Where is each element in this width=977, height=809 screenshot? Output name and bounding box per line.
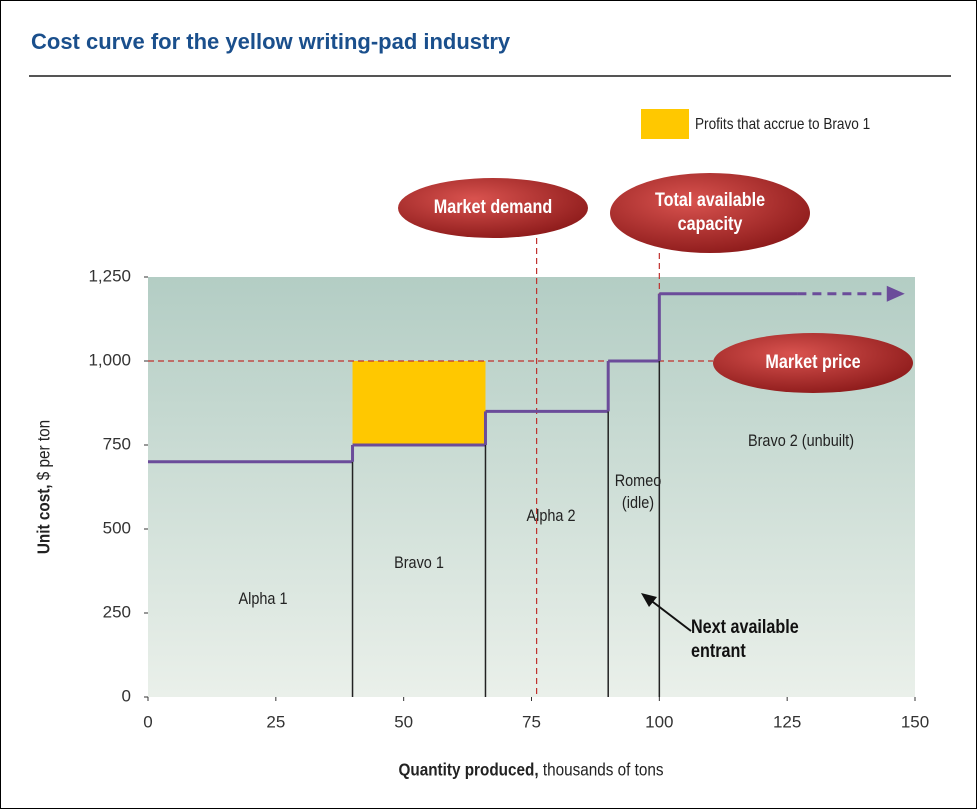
- x-tick-label: 0: [143, 712, 152, 731]
- segment-label: Alpha 2: [526, 506, 576, 525]
- legend-swatch: [641, 109, 689, 139]
- market-demand-label: Market demand: [433, 197, 553, 218]
- segment-label: Romeo (idle): [614, 471, 662, 512]
- legend-label: Profits that accrue to Bravo 1: [695, 116, 870, 133]
- x-tick-label: 150: [901, 712, 929, 731]
- x-tick-label: 125: [773, 712, 801, 731]
- label-oval: [398, 178, 588, 238]
- x-axis-label: Quantity produced, thousands of tons: [398, 760, 663, 780]
- y-tick-label: 750: [103, 434, 131, 453]
- capacity-label: Total available capacity: [654, 190, 766, 235]
- profit-area: [352, 361, 486, 445]
- x-axis-label-rest: thousands of tons: [539, 760, 664, 780]
- market-price-label: Market price: [765, 352, 861, 373]
- x-axis-label-bold: Quantity produced,: [398, 760, 538, 780]
- x-tick-label: 25: [266, 712, 285, 731]
- label-oval: [713, 333, 913, 393]
- y-tick-label: 500: [103, 518, 131, 537]
- y-axis-label: Unit cost, $ per ton: [34, 420, 54, 554]
- annotation-arrow-head: [641, 593, 657, 607]
- annotation-arrow: [648, 598, 692, 632]
- y-tick-label: 0: [122, 686, 131, 705]
- segment-label: Bravo 1: [394, 553, 444, 572]
- label-oval: [610, 173, 810, 253]
- y-tick-label: 250: [103, 602, 131, 621]
- y-tick-label: 1,250: [88, 266, 131, 285]
- y-axis-label-rest: $ per ton: [34, 420, 54, 485]
- y-tick-label: 1,000: [88, 350, 131, 369]
- x-tick-label: 75: [522, 712, 541, 731]
- segment-label: Bravo 2 (unbuilt): [747, 431, 855, 450]
- annotation: Next available entrant: [691, 617, 799, 662]
- x-tick-label: 50: [394, 712, 413, 731]
- x-tick-label: 100: [645, 712, 673, 731]
- y-axis-label-bold: Unit cost,: [34, 484, 54, 554]
- arrow-head: [886, 285, 905, 302]
- segment-label: Alpha 1: [238, 589, 288, 608]
- chart-title: Cost curve for the yellow writing-pad in…: [31, 29, 511, 54]
